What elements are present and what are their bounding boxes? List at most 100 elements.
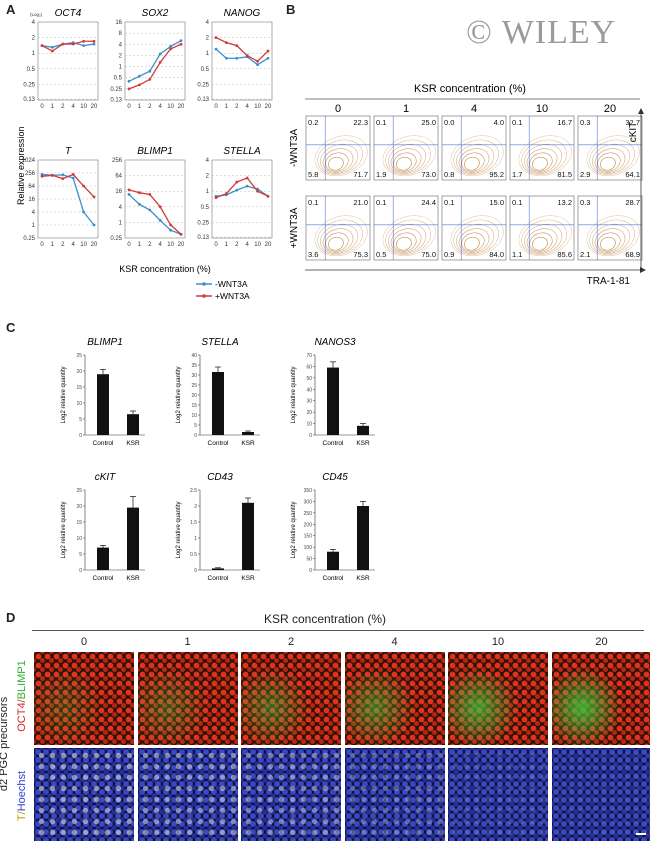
- data-point: [72, 43, 75, 46]
- y-tick-label: 20: [76, 504, 82, 510]
- quadrant-lower-right: 95.2: [489, 170, 504, 179]
- x-tick-label: 1: [225, 242, 229, 248]
- quadrant-upper-right: 21.0: [353, 198, 368, 207]
- quadrant-upper-left: 0.1: [512, 118, 522, 127]
- quadrant-lower-right: 64.1: [625, 170, 640, 179]
- data-point: [159, 61, 162, 64]
- y-tick-label: 20: [191, 393, 197, 399]
- column-label: 10: [536, 103, 548, 115]
- x-tick-label: 0: [214, 242, 218, 248]
- y-tick-label: 30: [306, 399, 312, 405]
- micrograph-t-hoechst: [138, 748, 238, 841]
- data-point: [169, 224, 172, 227]
- y-tick-label: 0: [194, 433, 197, 439]
- y-tick-label: 150: [304, 534, 313, 540]
- x-tick-label: Control: [208, 440, 230, 447]
- data-point: [93, 43, 96, 46]
- data-point: [215, 36, 218, 39]
- quadrant-upper-right: 28.7: [625, 198, 640, 207]
- y-tick-label: 4: [32, 20, 36, 26]
- log2-tag: (Log₂): [30, 12, 43, 17]
- y-tick-label: 60: [306, 364, 312, 370]
- series-line-minus-wnt3a: [42, 174, 94, 225]
- quadrant-upper-left: 0.1: [376, 198, 386, 207]
- quadrant-lower-left: 2.9: [580, 170, 590, 179]
- data-point: [128, 87, 131, 90]
- micrograph-oct4-blimp1: [34, 652, 134, 745]
- y-tick-label: 10: [191, 413, 197, 419]
- y-tick-label: 10: [76, 401, 82, 407]
- y-tick-label: 0.13: [23, 97, 35, 103]
- data-point: [82, 44, 85, 47]
- column-label: 1: [138, 636, 238, 648]
- data-point: [41, 44, 44, 47]
- data-point: [138, 75, 141, 78]
- x-tick-label: 20: [265, 104, 272, 110]
- y-tick-label: 300: [304, 499, 313, 505]
- quadrant-upper-right: 15.0: [489, 198, 504, 207]
- column-label: 4: [345, 636, 445, 648]
- y-tick-label: 8: [119, 31, 123, 37]
- y-tick-label: 0.25: [110, 236, 122, 242]
- bar: [97, 374, 109, 435]
- data-point: [93, 40, 96, 43]
- chart-title: BLIMP1: [87, 337, 123, 348]
- y-tick-label: 50: [306, 557, 312, 563]
- y-tick-label: 4: [119, 42, 123, 48]
- y-tick-label: 30: [191, 373, 197, 379]
- chart-title: CD45: [322, 472, 348, 483]
- plot-frame: [125, 22, 185, 100]
- x-tick-label: 1: [51, 104, 55, 110]
- panel-a-y-title: Relative expression: [16, 126, 26, 205]
- y-tick-label: 0.5: [201, 67, 210, 73]
- blimp1-label: BLIMP1: [16, 660, 28, 699]
- micrograph-oct4-blimp1: [552, 652, 650, 745]
- quadrant-upper-right: 24.4: [421, 198, 436, 207]
- y-tick-label: 2: [119, 53, 123, 59]
- plot-frame: [212, 160, 272, 238]
- data-point: [215, 48, 218, 51]
- y-tick-label: 25: [76, 353, 82, 359]
- y-axis-title: Log2 relative quantity: [61, 501, 67, 558]
- data-point: [235, 44, 238, 47]
- y-tick-label: 0.25: [197, 220, 209, 226]
- x-tick-label: 20: [265, 242, 272, 248]
- y-tick-label: 1024: [22, 158, 36, 164]
- y-tick-label: 4: [119, 205, 123, 211]
- data-point: [267, 195, 270, 198]
- panel-b-title: KSR concentration (%): [414, 83, 526, 95]
- y-axis-title: Log2 relative quantity: [291, 501, 297, 558]
- oct4-label: OCT4/: [16, 699, 28, 731]
- data-point: [215, 196, 218, 199]
- chart-title: NANOG: [224, 8, 261, 19]
- column-label: 0: [335, 103, 341, 115]
- y-axis-arrowhead: [638, 108, 644, 114]
- bar: [127, 414, 139, 435]
- data-point: [180, 39, 183, 42]
- panel-a-x-title: KSR concentration (%): [119, 264, 211, 274]
- row-label: -WNT3A: [289, 129, 300, 168]
- column-label: 1: [403, 103, 409, 115]
- chart-title: BLIMP1: [137, 146, 173, 157]
- y-tick-label: 0: [79, 433, 82, 439]
- y-tick-label: 0.13: [197, 235, 209, 241]
- x-tick-label: 20: [91, 104, 98, 110]
- data-point: [61, 173, 64, 176]
- x-tick-label: Control: [93, 440, 115, 447]
- y-tick-label: 1: [206, 189, 210, 195]
- chart-title: OCT4: [55, 8, 82, 19]
- data-point: [61, 43, 64, 46]
- bar: [127, 508, 139, 570]
- data-point: [169, 48, 172, 51]
- data-point: [93, 224, 96, 227]
- bar: [242, 432, 254, 435]
- quadrant-upper-left: 0.2: [308, 118, 318, 127]
- scale-bar: [636, 833, 646, 835]
- quadrant-lower-left: 1.9: [376, 170, 386, 179]
